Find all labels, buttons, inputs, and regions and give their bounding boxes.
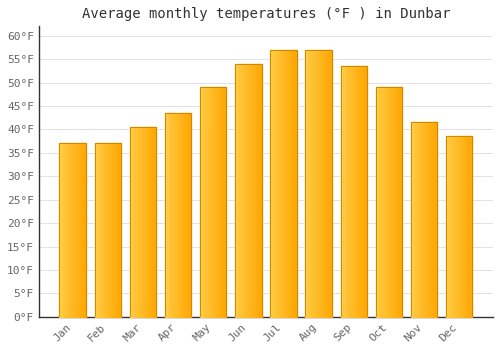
Bar — [94, 144, 121, 317]
Bar — [340, 66, 367, 317]
Bar — [411, 122, 438, 317]
Bar — [270, 50, 296, 317]
Bar — [376, 87, 402, 317]
Bar — [446, 136, 472, 317]
Bar — [200, 87, 226, 317]
Bar — [446, 136, 472, 317]
Bar — [270, 50, 296, 317]
Bar — [340, 66, 367, 317]
Bar — [235, 64, 262, 317]
Bar — [165, 113, 191, 317]
Bar — [376, 87, 402, 317]
Bar — [94, 144, 121, 317]
Bar — [411, 122, 438, 317]
Title: Average monthly temperatures (°F ) in Dunbar: Average monthly temperatures (°F ) in Du… — [82, 7, 450, 21]
Bar — [306, 50, 332, 317]
Bar — [130, 127, 156, 317]
Bar — [200, 87, 226, 317]
Bar — [306, 50, 332, 317]
Bar — [60, 144, 86, 317]
Bar — [60, 144, 86, 317]
Bar — [235, 64, 262, 317]
Bar — [165, 113, 191, 317]
Bar — [130, 127, 156, 317]
